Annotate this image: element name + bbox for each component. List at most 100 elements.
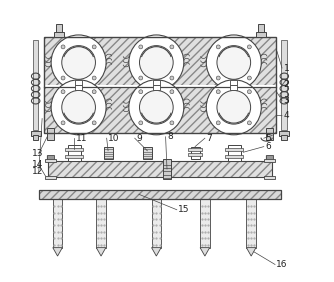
Polygon shape	[200, 248, 210, 256]
Bar	[266, 155, 273, 161]
Bar	[230, 80, 237, 85]
Circle shape	[92, 90, 96, 94]
Bar	[33, 40, 38, 130]
Circle shape	[170, 90, 174, 94]
Bar	[279, 131, 289, 136]
Circle shape	[140, 91, 173, 124]
Bar	[264, 159, 275, 162]
Bar	[256, 32, 266, 37]
Bar	[225, 155, 243, 158]
Bar	[65, 155, 84, 158]
Circle shape	[216, 76, 220, 80]
Circle shape	[62, 46, 96, 79]
Bar	[153, 85, 160, 90]
Bar	[191, 147, 199, 159]
Circle shape	[216, 90, 220, 94]
Bar	[188, 148, 202, 151]
Circle shape	[61, 76, 65, 80]
Bar	[68, 145, 80, 161]
Circle shape	[139, 45, 143, 49]
Text: 7: 7	[206, 134, 212, 143]
Circle shape	[61, 121, 65, 125]
Circle shape	[217, 46, 250, 79]
Circle shape	[139, 76, 143, 80]
Circle shape	[129, 35, 184, 90]
Bar	[39, 190, 281, 199]
Circle shape	[140, 46, 173, 79]
Text: 13: 13	[32, 149, 43, 158]
Circle shape	[170, 76, 174, 80]
Circle shape	[92, 76, 96, 80]
Text: 14: 14	[32, 160, 43, 169]
Bar	[45, 159, 56, 162]
Polygon shape	[152, 248, 161, 256]
Circle shape	[247, 76, 251, 80]
Bar	[96, 199, 106, 248]
Bar	[39, 190, 281, 199]
Bar	[163, 159, 171, 179]
Bar	[152, 199, 161, 248]
Bar	[104, 147, 113, 159]
Text: 1: 1	[284, 63, 289, 72]
Text: 16: 16	[277, 260, 288, 269]
Bar	[43, 37, 277, 133]
Bar	[56, 24, 62, 32]
Bar	[266, 128, 273, 140]
Bar	[282, 40, 287, 130]
Circle shape	[61, 45, 65, 49]
Circle shape	[206, 35, 261, 90]
Text: 4: 4	[284, 111, 289, 120]
Circle shape	[92, 45, 96, 49]
Circle shape	[247, 121, 251, 125]
Text: 2: 2	[284, 80, 289, 89]
Text: 15: 15	[178, 205, 190, 214]
Circle shape	[129, 80, 184, 135]
Bar	[44, 85, 276, 88]
Text: 12: 12	[32, 168, 43, 176]
Circle shape	[92, 121, 96, 125]
Circle shape	[51, 80, 106, 135]
Circle shape	[247, 90, 251, 94]
Bar	[258, 24, 264, 32]
Bar	[43, 37, 277, 133]
Bar	[53, 199, 62, 248]
Text: 9: 9	[136, 134, 142, 143]
Bar	[225, 148, 243, 151]
Text: 11: 11	[76, 134, 87, 143]
Circle shape	[61, 90, 65, 94]
Bar	[188, 153, 202, 157]
Text: 5: 5	[265, 134, 271, 143]
Circle shape	[51, 35, 106, 90]
Bar	[153, 80, 160, 85]
Bar	[246, 199, 256, 248]
Circle shape	[217, 91, 250, 124]
Circle shape	[206, 80, 261, 135]
Bar	[45, 176, 56, 179]
Bar	[47, 128, 54, 140]
Circle shape	[139, 90, 143, 94]
Text: 8: 8	[167, 132, 173, 141]
Circle shape	[170, 45, 174, 49]
Bar	[48, 161, 272, 177]
Bar	[230, 85, 237, 90]
Bar	[31, 131, 41, 136]
Circle shape	[216, 45, 220, 49]
Bar	[54, 32, 64, 37]
Circle shape	[170, 121, 174, 125]
Bar	[143, 147, 152, 159]
Bar	[75, 85, 82, 90]
Text: 10: 10	[108, 134, 120, 143]
Circle shape	[62, 91, 96, 124]
Text: 3: 3	[284, 96, 289, 105]
Circle shape	[216, 121, 220, 125]
Bar	[228, 145, 240, 161]
Circle shape	[247, 45, 251, 49]
Text: 6: 6	[265, 142, 271, 151]
Polygon shape	[246, 248, 256, 256]
Bar	[65, 148, 84, 151]
Polygon shape	[96, 248, 106, 256]
Circle shape	[139, 121, 143, 125]
Bar	[75, 80, 82, 85]
Bar	[48, 161, 272, 177]
Polygon shape	[53, 248, 62, 256]
